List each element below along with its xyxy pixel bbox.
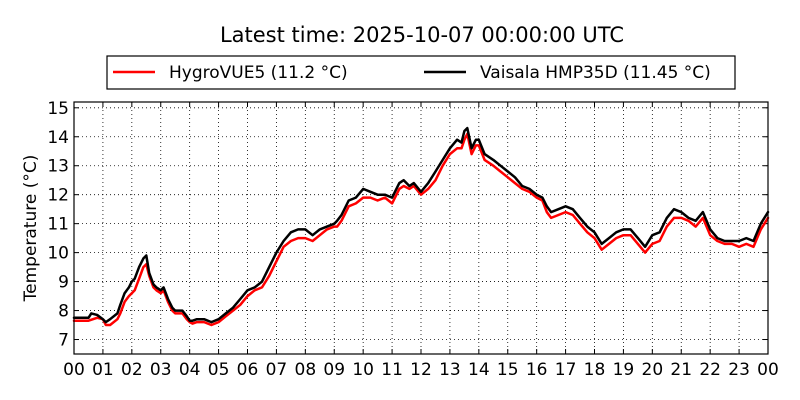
x-axis-tick-labels: 00 01 02 03 04 05 06 07 08 09 10 11 12 13 14 15 16 17 18 19… xyxy=(63,360,779,380)
x-tick-label: 05 xyxy=(208,360,230,380)
y-tick-label: 15 xyxy=(47,99,69,119)
y-tick-label: 10 xyxy=(47,244,69,264)
y-tick-label: 11 xyxy=(47,215,69,235)
plot-frame xyxy=(73,101,769,355)
legend-box xyxy=(106,55,736,90)
legend-label-vaisala-hmp35d: Vaisala HMP35D (11.45 °C) xyxy=(480,63,711,83)
x-tick-label: 06 xyxy=(237,360,259,380)
plot-background xyxy=(74,102,768,354)
x-tick-label: 13 xyxy=(439,360,461,380)
y-tick-label: 7 xyxy=(58,331,69,351)
x-tick-label: 20 xyxy=(642,360,664,380)
x-tick-label: 00 xyxy=(63,360,85,380)
x-tick-label: 09 xyxy=(323,360,345,380)
y-tick-label: 13 xyxy=(47,157,69,177)
x-tick-label: 19 xyxy=(613,360,635,380)
x-tick-label: 17 xyxy=(555,360,577,380)
legend: HygroVUE5 (11.2 °C) Vaisala HMP35D (11.4… xyxy=(106,55,736,90)
x-tick-label: 10 xyxy=(352,360,374,380)
series-line-hygrovue5 xyxy=(72,132,770,327)
chart-title: Latest time: 2025-10-07 00:00:00 UTC xyxy=(220,23,624,47)
x-tick-label: 03 xyxy=(150,360,172,380)
x-tick-label: 22 xyxy=(699,360,721,380)
x-tick-label: 16 xyxy=(526,360,548,380)
x-tick-label: 02 xyxy=(121,360,143,380)
y-tick-label: 14 xyxy=(47,128,69,148)
x-tick-label: 00 xyxy=(757,360,779,380)
series-line-vaisala-hmp35d xyxy=(72,126,770,324)
y-tick-label: 12 xyxy=(47,186,69,206)
x-tick-label: 11 xyxy=(381,360,403,380)
x-tick-label: 18 xyxy=(584,360,606,380)
x-tick-label: 08 xyxy=(295,360,317,380)
x-tick-label: 15 xyxy=(497,360,519,380)
x-tick-label: 23 xyxy=(728,360,750,380)
y-tick-label: 9 xyxy=(58,273,69,293)
x-tick-label: 04 xyxy=(179,360,201,380)
y-axis-tick-labels: 7 8 9 10 11 12 13 14 15 xyxy=(47,99,69,351)
x-tick-label: 12 xyxy=(410,360,432,380)
series-lines xyxy=(72,126,770,327)
x-tick-label: 01 xyxy=(92,360,114,380)
y-axis-label: Temperature (°C) xyxy=(21,155,41,303)
x-tick-label: 14 xyxy=(468,360,490,380)
plot-area xyxy=(72,101,770,355)
y-tick-label: 8 xyxy=(58,302,69,322)
legend-label-hygrovue5: HygroVUE5 (11.2 °C) xyxy=(169,63,348,83)
x-tick-label: 21 xyxy=(670,360,692,380)
tick-marks xyxy=(73,102,769,354)
x-tick-label: 07 xyxy=(266,360,288,380)
